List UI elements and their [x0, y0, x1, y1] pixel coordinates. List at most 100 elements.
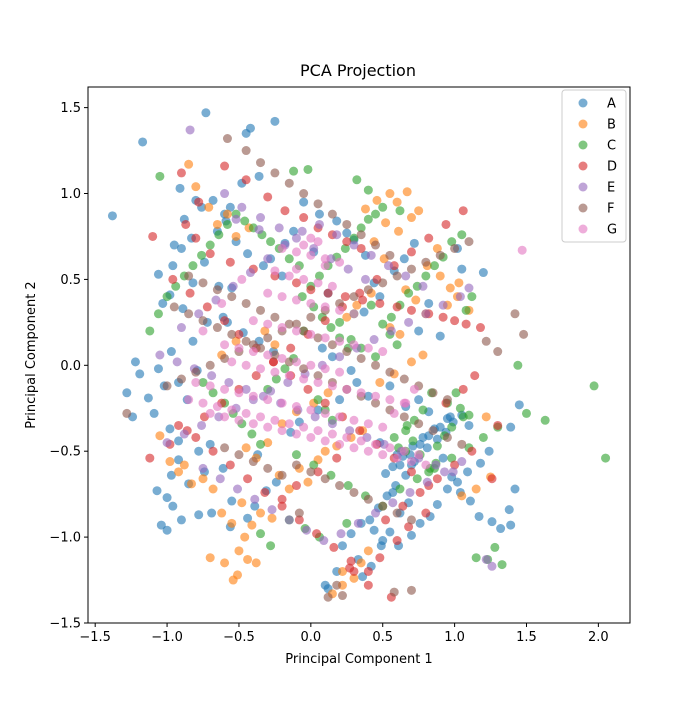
point-F	[198, 278, 208, 288]
point-B	[375, 377, 385, 387]
point-E	[155, 350, 165, 360]
point-C	[601, 453, 611, 463]
point-A	[225, 202, 235, 212]
point-A	[135, 369, 145, 379]
point-B	[402, 187, 412, 197]
point-E	[231, 214, 241, 224]
point-G	[363, 446, 373, 456]
point-F	[256, 305, 266, 315]
point-B	[445, 283, 455, 293]
point-D	[320, 398, 330, 408]
point-F	[222, 134, 232, 144]
point-F	[234, 450, 244, 460]
point-B	[395, 329, 405, 339]
point-D	[202, 302, 212, 312]
point-G	[291, 326, 301, 336]
point-D	[313, 467, 323, 477]
point-C	[205, 240, 215, 250]
point-G	[371, 391, 381, 401]
point-D	[205, 249, 215, 259]
point-C	[314, 271, 324, 281]
point-A	[335, 395, 345, 405]
point-C	[447, 422, 457, 432]
point-A	[432, 434, 442, 444]
point-E	[220, 189, 230, 199]
point-E	[284, 515, 294, 525]
point-C	[291, 450, 301, 460]
point-C	[366, 300, 376, 310]
y-tick-label: −0.5	[49, 445, 81, 460]
legend-label-D: D	[607, 160, 617, 175]
x-tick-label: 2.0	[588, 630, 609, 645]
point-E	[481, 554, 491, 564]
point-B	[231, 336, 241, 346]
point-G	[205, 381, 215, 391]
point-E	[228, 281, 238, 291]
point-D	[349, 566, 359, 576]
point-D	[260, 487, 270, 497]
point-G	[517, 245, 527, 255]
point-A	[409, 238, 419, 248]
point-D	[432, 474, 442, 484]
legend-marker-E	[578, 182, 588, 192]
point-B	[247, 520, 257, 530]
point-A	[332, 216, 342, 226]
point-G	[248, 419, 258, 429]
point-A	[432, 499, 442, 509]
point-C	[188, 261, 198, 271]
point-F	[162, 381, 172, 391]
point-G	[349, 415, 359, 425]
x-tick-label: −0.5	[223, 630, 255, 645]
point-B	[191, 182, 201, 192]
point-F	[248, 457, 258, 467]
point-A	[271, 477, 281, 487]
point-C	[408, 436, 418, 446]
point-G	[256, 364, 266, 374]
point-G	[291, 247, 301, 257]
legend-marker-G	[578, 224, 588, 234]
point-A	[107, 211, 117, 221]
point-A	[487, 517, 497, 527]
point-F	[241, 146, 251, 156]
point-G	[227, 357, 237, 367]
point-B	[406, 357, 416, 367]
point-D	[332, 453, 342, 463]
point-D	[294, 515, 304, 525]
point-C	[284, 254, 294, 264]
point-B	[228, 575, 238, 585]
point-F	[464, 237, 474, 247]
point-F	[241, 336, 251, 346]
point-F	[256, 158, 266, 168]
point-F	[342, 219, 352, 229]
point-G	[306, 250, 316, 260]
point-C	[371, 352, 381, 362]
point-E	[319, 536, 329, 546]
point-A	[153, 364, 163, 374]
point-A	[478, 268, 488, 278]
point-C	[461, 305, 471, 315]
point-D	[220, 161, 230, 171]
point-G	[335, 367, 345, 377]
point-B	[432, 243, 442, 253]
point-E	[366, 250, 376, 260]
point-B	[260, 326, 270, 336]
point-G	[248, 316, 258, 326]
point-C	[447, 237, 457, 247]
point-D	[312, 529, 322, 539]
point-C	[198, 377, 208, 387]
point-A	[422, 443, 432, 453]
point-A	[395, 460, 405, 470]
point-G	[248, 391, 258, 401]
point-F	[191, 367, 201, 377]
point-G	[327, 381, 337, 391]
point-E	[197, 420, 207, 430]
point-A	[465, 496, 475, 506]
point-A	[442, 484, 452, 494]
point-B	[414, 206, 424, 216]
point-A	[250, 501, 260, 511]
point-D	[263, 192, 273, 202]
point-C	[412, 474, 422, 484]
point-A	[514, 400, 524, 410]
point-B	[267, 513, 277, 523]
point-F	[406, 515, 416, 525]
